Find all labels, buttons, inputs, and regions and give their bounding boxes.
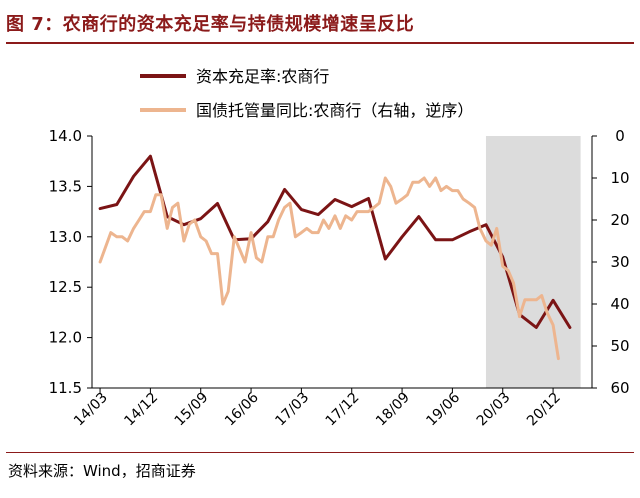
y-left-tick-label: 12.0: [49, 329, 82, 347]
legend-label: 资本充足率:农商行: [196, 67, 329, 86]
y-right-tick-label: 60: [610, 379, 629, 397]
x-tick-label: 20/12: [524, 390, 564, 430]
y-left-tick-label: 11.5: [49, 379, 82, 397]
x-tick-label: 15/09: [172, 390, 212, 430]
legend-label: 国债托管量同比:农商行（右轴，逆序）: [196, 101, 473, 120]
x-tick-label: 18/09: [373, 390, 413, 430]
series-line-bond-growth: [98, 176, 560, 361]
y-right-tick-label: 0: [615, 127, 625, 145]
x-tick-label: 19/06: [423, 389, 463, 429]
source-note: 资料来源：Wind，招商证券: [8, 462, 196, 480]
x-tick-label: 17/03: [272, 390, 312, 430]
x-tick-label: 16/06: [222, 389, 262, 429]
y-right-tick-label: 40: [610, 295, 629, 313]
y-right-tick-label: 50: [610, 337, 629, 355]
y-left-tick-label: 12.5: [49, 278, 82, 296]
shaded-region: [485, 136, 581, 388]
x-tick-label: 20/03: [474, 390, 514, 430]
y-right-tick-label: 10: [610, 169, 629, 187]
y-right-tick-label: 30: [610, 253, 629, 271]
title-rule: [6, 42, 634, 44]
series-line-capital-adequacy: [98, 154, 572, 329]
y-left-tick-label: 13.5: [49, 177, 82, 195]
y-left-tick-label: 14.0: [49, 127, 82, 145]
x-tick-label: 17/12: [323, 390, 363, 430]
chart-title: 图 7：农商行的资本充足率与持债规模增速呈反比: [6, 14, 415, 35]
y-left-tick-label: 13.0: [49, 228, 82, 246]
y-right-tick-label: 20: [610, 211, 629, 229]
x-tick-label: 14/12: [121, 390, 161, 430]
source-rule: [6, 452, 634, 453]
